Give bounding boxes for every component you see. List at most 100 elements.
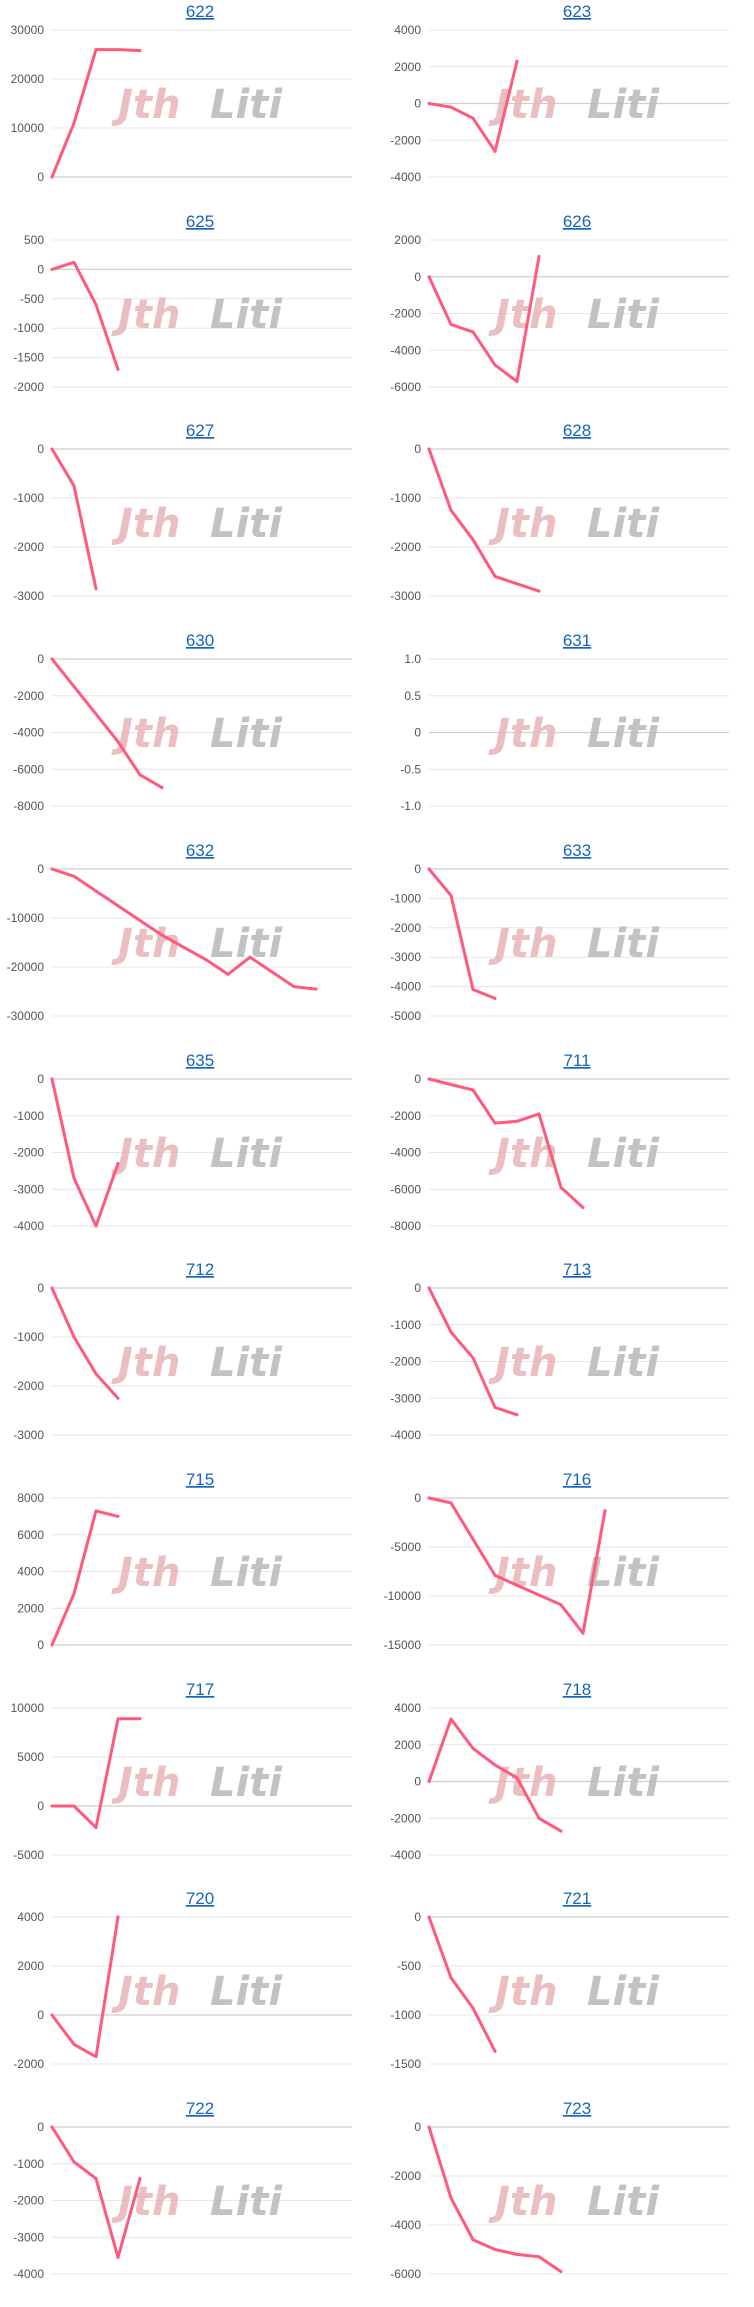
y-tick-label: 0 bbox=[414, 1774, 421, 1788]
chart-title-link[interactable]: 633 bbox=[563, 841, 591, 860]
data-point bbox=[515, 59, 519, 63]
chart-title-link[interactable]: 718 bbox=[563, 1680, 591, 1699]
chart-title-link[interactable]: 717 bbox=[186, 1680, 214, 1699]
chart-title-link[interactable]: 712 bbox=[186, 1260, 214, 1279]
chart-panel-722: 722 -4000 -3000 -2000 -1000 0 Jth Liti bbox=[0, 2097, 377, 2302]
y-tick-label: -2000 bbox=[390, 921, 421, 935]
watermark-right: Liti bbox=[210, 1760, 283, 1806]
y-tick-label: -4000 bbox=[390, 2218, 421, 2232]
y-tick-label: -4000 bbox=[13, 1219, 44, 1233]
y-tick-label: 0 bbox=[37, 2120, 44, 2134]
series-line bbox=[427, 254, 541, 383]
chart-title-link[interactable]: 720 bbox=[186, 1889, 214, 1908]
data-point bbox=[427, 867, 431, 871]
y-tick-label: -2000 bbox=[13, 2057, 44, 2071]
data-point bbox=[72, 1804, 76, 1808]
data-point bbox=[515, 1413, 519, 1417]
chart-title-link[interactable]: 623 bbox=[563, 2, 591, 21]
data-point bbox=[471, 2238, 475, 2242]
y-tick-label: -5000 bbox=[390, 1009, 421, 1023]
y-tick-label: -1000 bbox=[390, 491, 421, 505]
data-point bbox=[50, 267, 54, 271]
chart-title-link[interactable]: 628 bbox=[563, 421, 591, 440]
chart-title-link[interactable]: 630 bbox=[186, 631, 214, 650]
y-tick-label: 2000 bbox=[394, 60, 421, 74]
y-tick-label: 0 bbox=[37, 2008, 44, 2022]
y-tick-label: 0 bbox=[414, 1072, 421, 1086]
y-tick-label: -3000 bbox=[390, 1391, 421, 1405]
watermark-right: Liti bbox=[210, 1131, 283, 1177]
data-point bbox=[427, 1915, 431, 1919]
y-tick-label: -3000 bbox=[13, 589, 44, 603]
data-point bbox=[160, 933, 164, 937]
chart-title-link[interactable]: 626 bbox=[563, 212, 591, 231]
y-tick-label: -30000 bbox=[7, 1009, 45, 1023]
y-tick-label: 1.0 bbox=[404, 652, 421, 666]
chart-title-link[interactable]: 721 bbox=[563, 1889, 591, 1908]
y-tick-label: -10000 bbox=[384, 1589, 422, 1603]
y-tick-label: 0 bbox=[37, 170, 44, 184]
watermark-left: Jth bbox=[488, 501, 557, 547]
y-tick-label: -8000 bbox=[390, 1219, 421, 1233]
data-point bbox=[427, 1077, 431, 1080]
y-tick-label: 4000 bbox=[17, 1910, 44, 1924]
y-tick-label: -8000 bbox=[13, 799, 44, 813]
chart-svg-623: 623 -4000 -2000 0 2000 4000 Jth Liti bbox=[390, 2, 729, 184]
chart-title-link[interactable]: 715 bbox=[186, 1470, 214, 1489]
y-tick-label: -3000 bbox=[13, 1428, 44, 1442]
chart-title-link[interactable]: 713 bbox=[563, 1260, 591, 1279]
chart-svg-715: 715 0 2000 4000 6000 8000 Jth Liti bbox=[17, 1470, 352, 1652]
data-point bbox=[50, 657, 54, 661]
data-point bbox=[515, 1775, 519, 1779]
chart-title-link[interactable]: 622 bbox=[186, 2, 214, 21]
watermark-right: Liti bbox=[210, 82, 283, 128]
chart-title-link[interactable]: 627 bbox=[186, 421, 214, 440]
y-tick-label: 0 bbox=[37, 1072, 44, 1086]
data-point bbox=[292, 984, 296, 988]
chart-title-link[interactable]: 625 bbox=[186, 212, 214, 231]
y-tick-label: 0 bbox=[414, 862, 421, 876]
data-point bbox=[493, 1121, 497, 1125]
chart-title-link[interactable]: 631 bbox=[563, 631, 591, 650]
data-point bbox=[116, 1396, 120, 1400]
chart-title-link[interactable]: 723 bbox=[563, 2099, 591, 2118]
watermark-right: Liti bbox=[587, 921, 660, 967]
y-tick-label: -3000 bbox=[390, 950, 421, 964]
y-tick-label: 2000 bbox=[394, 233, 421, 247]
data-point bbox=[427, 2125, 431, 2129]
data-point bbox=[449, 2196, 453, 2200]
chart-title-link[interactable]: 711 bbox=[563, 1051, 590, 1070]
chart-title-link[interactable]: 635 bbox=[186, 1051, 214, 1070]
y-tick-label: -4000 bbox=[390, 170, 421, 184]
data-point bbox=[515, 1583, 519, 1587]
chart-panel-628: 628 -3000 -2000 -1000 0 Jth Liti bbox=[377, 419, 754, 624]
data-point bbox=[603, 1509, 607, 1513]
data-point bbox=[116, 1514, 120, 1518]
y-tick-label: -2000 bbox=[390, 1108, 421, 1122]
y-tick-label: 2000 bbox=[17, 1601, 44, 1615]
y-tick-label: 10000 bbox=[11, 121, 45, 135]
data-point bbox=[94, 302, 98, 306]
watermark-right: Liti bbox=[587, 1550, 660, 1596]
y-tick-label: -1000 bbox=[13, 321, 44, 335]
y-tick-label: 20000 bbox=[11, 72, 45, 86]
y-tick-label: -0.5 bbox=[400, 762, 421, 776]
y-tick-label: -2000 bbox=[390, 306, 421, 320]
chart-title-link[interactable]: 716 bbox=[563, 1470, 591, 1489]
chart-title-link[interactable]: 722 bbox=[186, 2099, 214, 2118]
chart-title-link[interactable]: 632 bbox=[186, 841, 214, 860]
watermark-left: Jth bbox=[111, 921, 180, 967]
chart-svg-720: 720 -2000 0 2000 4000 Jth Liti bbox=[13, 1889, 352, 2071]
watermark-right: Liti bbox=[210, 501, 283, 547]
y-tick-label: 8000 bbox=[17, 1491, 44, 1505]
watermark-left: Jth bbox=[111, 1969, 180, 2015]
y-tick-label: -5000 bbox=[13, 1848, 44, 1862]
chart-panel-625: 625 -2000 -1500 -1000 -500 0 500 Jth Liti bbox=[0, 210, 377, 415]
data-point bbox=[471, 1746, 475, 1750]
series-line bbox=[50, 447, 98, 591]
data-point bbox=[471, 538, 475, 542]
data-point bbox=[471, 116, 475, 120]
data-point bbox=[471, 1356, 475, 1360]
y-tick-label: -2000 bbox=[390, 2169, 421, 2183]
